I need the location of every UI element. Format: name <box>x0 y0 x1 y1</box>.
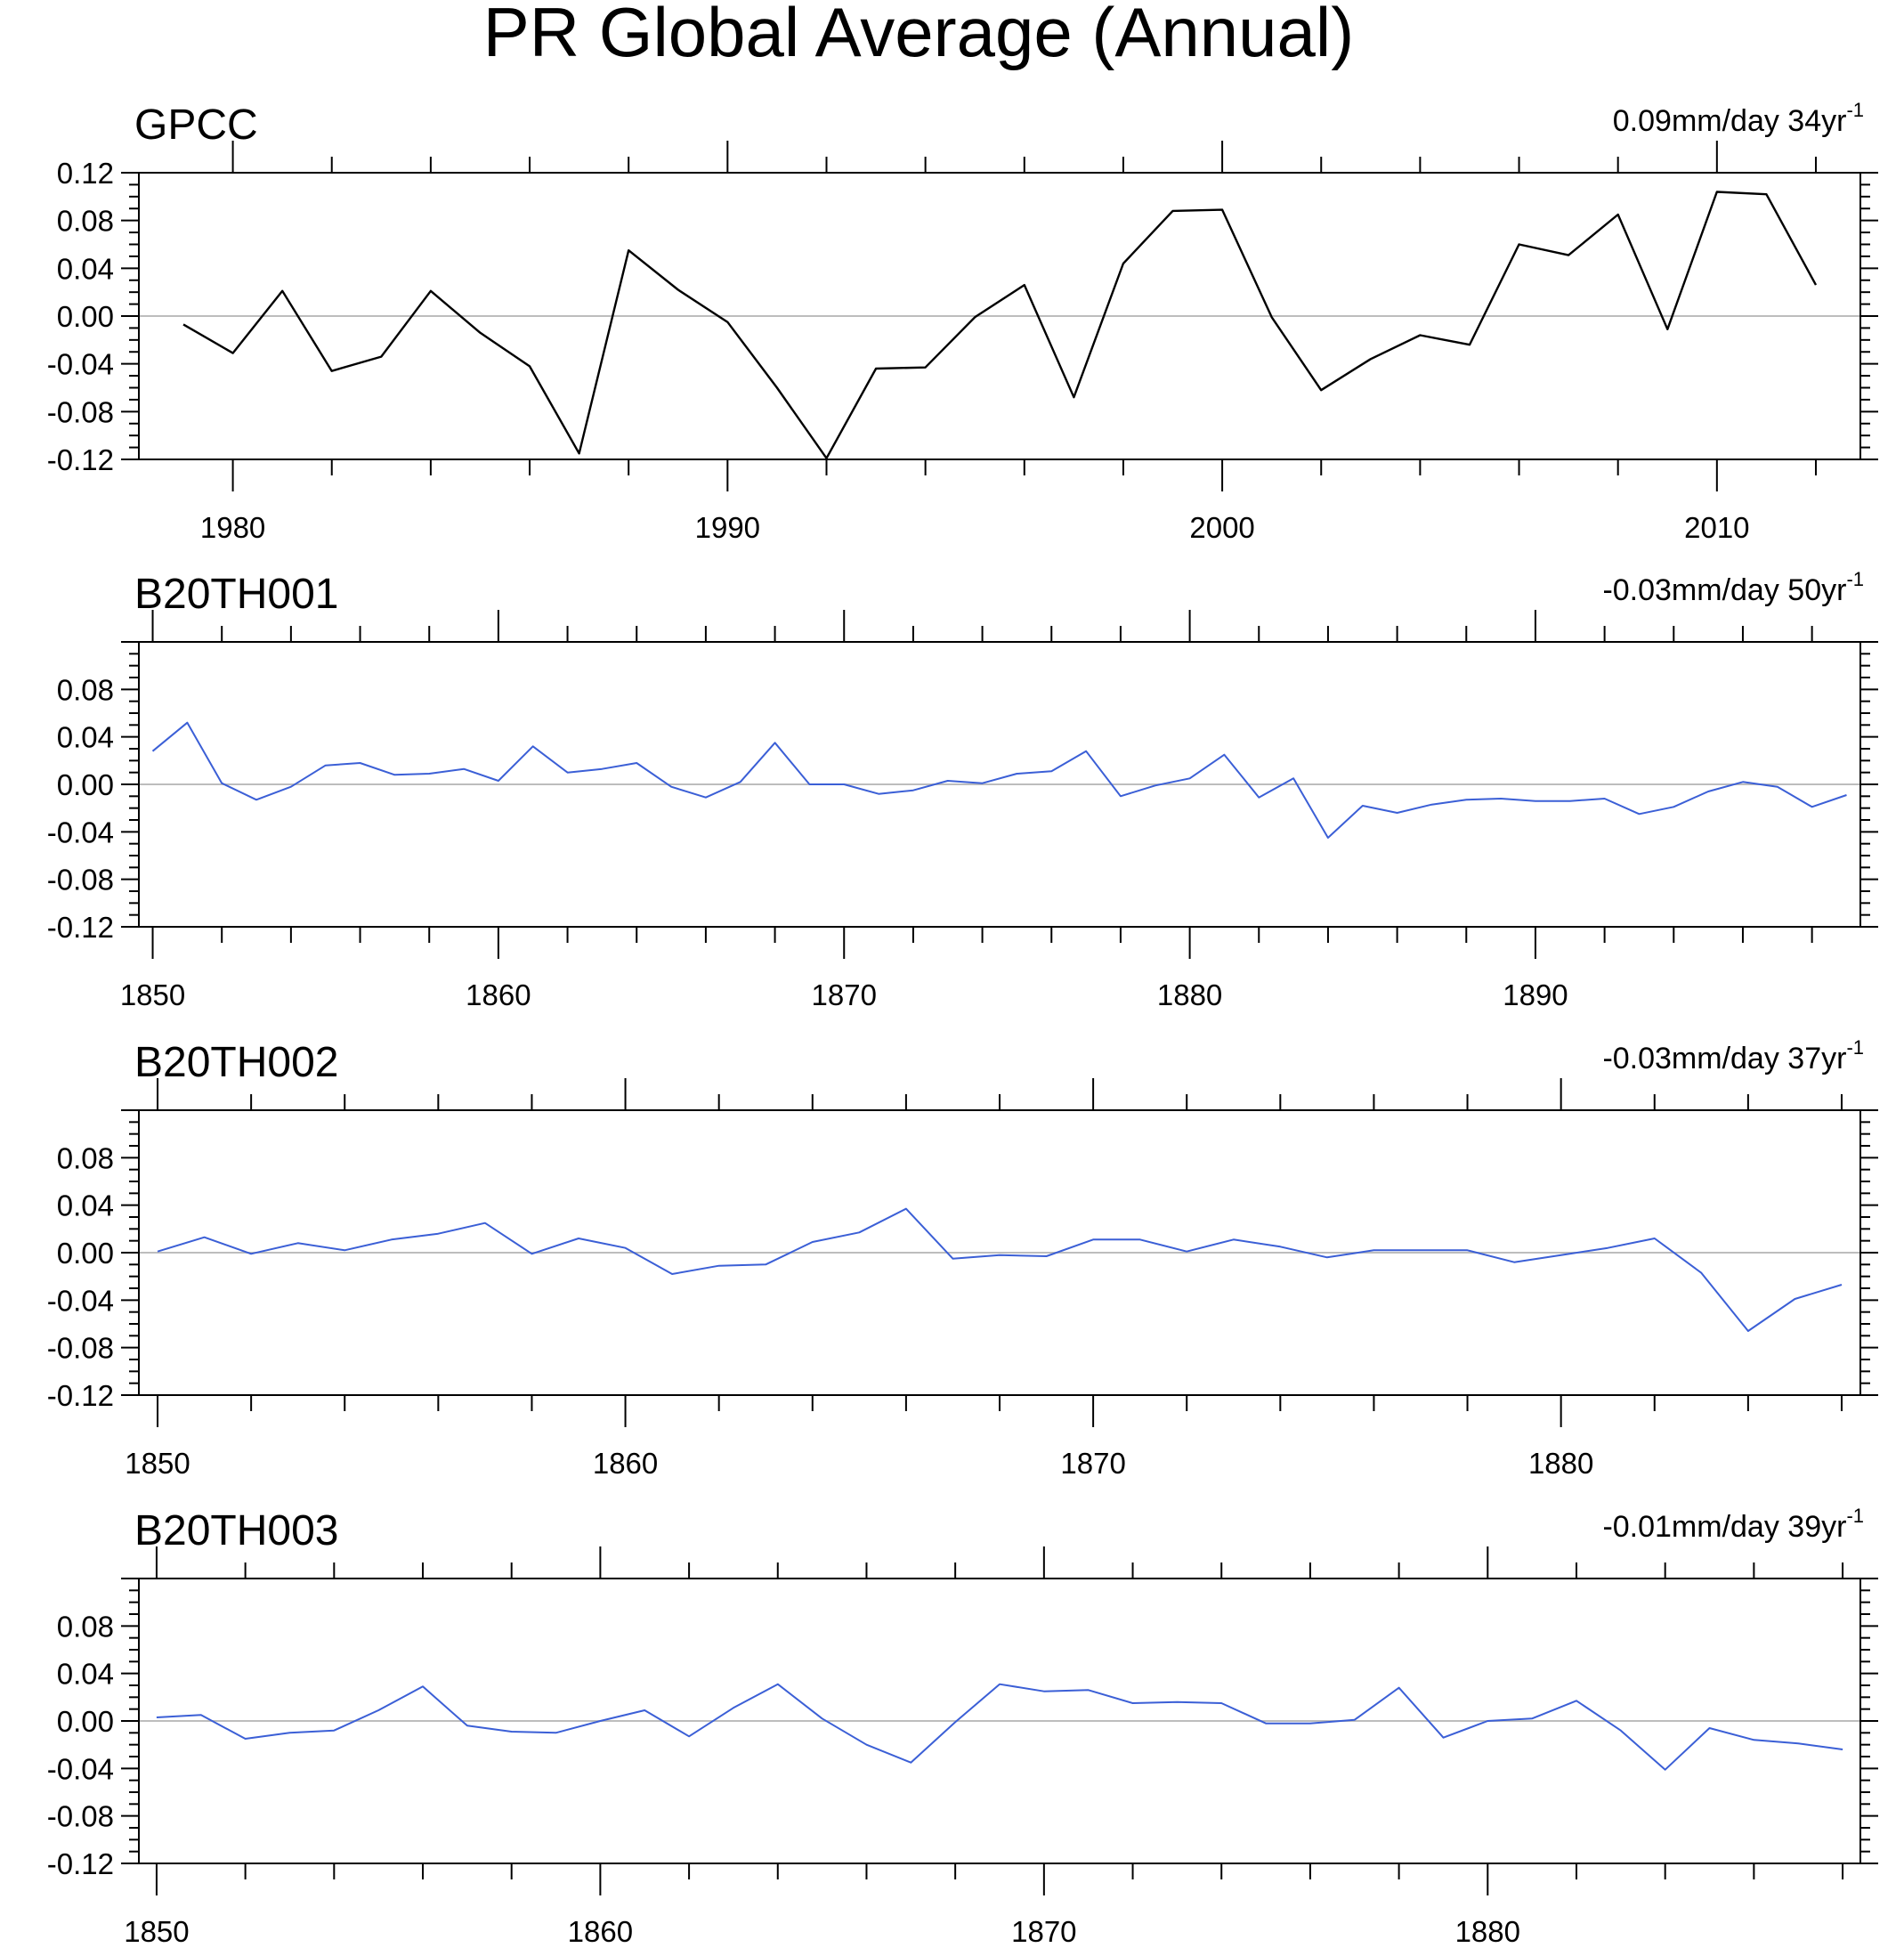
series-line-0 <box>156 1683 1843 1771</box>
y-tick-label: -0.08 <box>47 395 114 428</box>
y-tick-label: 0.00 <box>57 768 114 801</box>
panel-3: 0.08 0.04 0.00 -0.04 -0.08 -0.12 1850 1860 1870 1… <box>47 1505 1878 1948</box>
trend-value: -0.01mm/day 39yr <box>1602 1510 1846 1544</box>
panel-1: 0.08 0.04 0.00 -0.04 -0.08 -0.12 1850 1860 1870 1… <box>47 568 1878 1011</box>
x-tick-label: 1870 <box>1011 1915 1076 1948</box>
y-tick-label: -0.12 <box>47 443 114 476</box>
x-tick-label: 2010 <box>1684 511 1749 544</box>
trend-label: -0.03mm/day 37yr-1 <box>1602 1036 1864 1075</box>
trend-label: -0.03mm/day 50yr-1 <box>1602 568 1864 607</box>
y-tick-label: 0.08 <box>57 1610 114 1643</box>
x-tick-label: 1890 <box>1503 978 1568 1011</box>
y-tick-label: -0.04 <box>47 816 114 848</box>
y-tick-label: -0.04 <box>47 1284 114 1317</box>
series-line-0 <box>151 721 1847 839</box>
x-tick-label: 1860 <box>593 1447 658 1480</box>
y-tick-label: -0.08 <box>47 1332 114 1365</box>
trend-exponent: -1 <box>1846 99 1864 121</box>
y-tick-label: 0.00 <box>57 1237 114 1270</box>
x-tick-label: 1870 <box>812 978 877 1011</box>
panel-0: 0.12 0.08 0.04 0.00 -0.04 -0.08 -0.12 1980 1990 2… <box>47 99 1878 544</box>
y-tick-label: -0.12 <box>47 1847 114 1880</box>
trend-label: 0.09mm/day 34yr-1 <box>1613 99 1864 138</box>
x-tick-label: 1860 <box>568 1915 633 1948</box>
y-tick-label: 0.04 <box>57 1189 114 1222</box>
y-tick-label: 0.12 <box>57 157 114 190</box>
y-tick-label: 0.00 <box>57 300 114 333</box>
trend-value: -0.03mm/day 37yr <box>1602 1042 1846 1075</box>
y-tick-label: 0.04 <box>57 721 114 754</box>
y-tick-label: 0.04 <box>57 252 114 285</box>
y-tick-label: 0.08 <box>57 205 114 238</box>
series-line-0 <box>182 191 1818 459</box>
trend-label: -0.01mm/day 39yr-1 <box>1602 1505 1864 1544</box>
trend-exponent: -1 <box>1846 568 1864 590</box>
y-tick-label: -0.12 <box>47 911 114 944</box>
y-tick-label: 0.00 <box>57 1705 114 1738</box>
panel-title: B20TH001 <box>134 571 338 618</box>
trend-exponent: -1 <box>1846 1505 1864 1527</box>
x-tick-label: 1880 <box>1455 1915 1520 1948</box>
trend-value: 0.09mm/day 34yr <box>1613 104 1847 138</box>
x-tick-label: 1850 <box>124 1915 189 1948</box>
x-tick-label: 1880 <box>1528 1447 1593 1480</box>
x-tick-label: 1850 <box>125 1447 190 1480</box>
y-tick-label: -0.08 <box>47 1800 114 1833</box>
panel-2: 0.08 0.04 0.00 -0.04 -0.08 -0.12 1850 1860 1870 1… <box>47 1036 1878 1480</box>
x-tick-label: 1860 <box>466 978 531 1011</box>
y-tick-label: 0.08 <box>57 673 114 706</box>
trend-exponent: -1 <box>1846 1036 1864 1059</box>
panel-title: B20TH003 <box>134 1507 338 1554</box>
y-tick-label: 0.04 <box>57 1658 114 1691</box>
main-title: PR Global Average (Annual) <box>483 0 1354 71</box>
panel-title: B20TH002 <box>134 1039 338 1086</box>
series-line-0 <box>157 1207 1843 1332</box>
y-tick-label: -0.12 <box>47 1379 114 1412</box>
panel-title: GPCC <box>134 101 258 149</box>
x-tick-label: 1990 <box>695 511 760 544</box>
trend-value: -0.03mm/day 50yr <box>1602 573 1846 607</box>
x-tick-label: 1850 <box>120 978 185 1011</box>
x-tick-label: 2000 <box>1189 511 1254 544</box>
y-tick-label: -0.04 <box>47 348 114 381</box>
y-tick-label: -0.04 <box>47 1752 114 1785</box>
y-tick-label: -0.08 <box>47 864 114 897</box>
x-tick-label: 1980 <box>200 511 265 544</box>
x-tick-label: 1880 <box>1157 978 1222 1011</box>
y-tick-label: 0.08 <box>57 1141 114 1174</box>
x-tick-label: 1870 <box>1060 1447 1125 1480</box>
